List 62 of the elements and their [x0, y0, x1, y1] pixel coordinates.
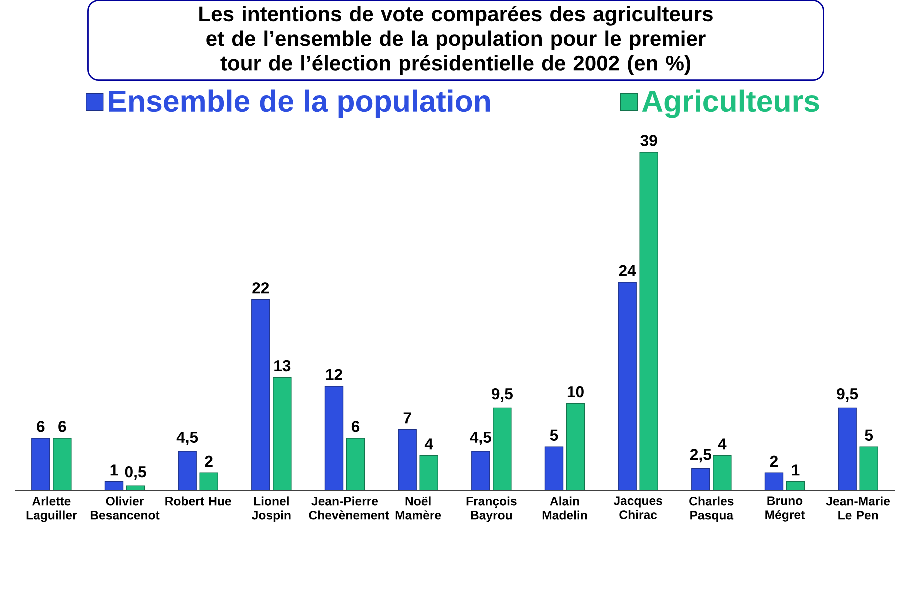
- data-label: 4,5: [176, 432, 198, 446]
- bar: [640, 152, 658, 490]
- data-label: 2,5: [690, 448, 712, 462]
- bar: [472, 450, 490, 490]
- chart-title: Les intentions de vote comparées des agriculteurs et de l’ensemble de la population pour le premier tour de l’élection présidentielle de 2002 (en %): [200, 6, 713, 75]
- data-label: 1: [792, 464, 800, 476]
- bar: [493, 408, 512, 490]
- bar: [692, 468, 710, 490]
- data-label: 1: [110, 464, 118, 476]
- data-label: 9,5: [492, 388, 513, 402]
- x-tick-label: Arlette Laguiller: [26, 496, 78, 522]
- bar: [618, 282, 637, 490]
- data-label: 9,5: [837, 388, 858, 402]
- bar: [420, 455, 438, 490]
- bar: [32, 438, 50, 490]
- data-label: 7: [404, 412, 412, 424]
- bar: [105, 482, 124, 490]
- legend-label: Agriculteurs: [642, 90, 820, 118]
- data-label: 5: [865, 430, 874, 441]
- x-tick-label: Jacques Chirac: [614, 496, 662, 520]
- legend-label: Ensemble de la population: [109, 90, 490, 118]
- data-label: 22: [252, 282, 270, 294]
- x-tick-label: François Bayrou: [466, 496, 517, 522]
- bar: [273, 377, 292, 490]
- x-tick-label: Jean-Pierre Chevènement: [309, 496, 390, 520]
- data-label: 6: [352, 420, 360, 432]
- x-tick-label: Robert Hue: [166, 496, 232, 506]
- data-label: 24: [619, 265, 636, 276]
- x-tick-label: Noël Mamère: [396, 496, 442, 520]
- x-tick-label: Alain Madelin: [542, 496, 588, 520]
- bar: [566, 403, 586, 490]
- x-tick-label: Charles Pasqua: [690, 496, 734, 522]
- bar: [838, 408, 857, 490]
- data-label: 6: [58, 420, 66, 432]
- bar: [53, 438, 72, 490]
- bar: [252, 299, 270, 490]
- data-label: 13: [274, 360, 291, 372]
- data-label: 4,5: [470, 432, 492, 446]
- bar: [178, 450, 197, 490]
- bar: [324, 386, 344, 490]
- x-tick-label: Lionel Jospin: [252, 496, 291, 522]
- bar: [200, 472, 218, 490]
- data-label: 4: [424, 438, 434, 450]
- bar: [713, 455, 732, 490]
- x-tick-label: Jean-Marie Le Pen: [826, 496, 890, 520]
- bar: [786, 482, 805, 490]
- bar: [764, 472, 784, 490]
- data-label: 39: [640, 134, 658, 146]
- data-label: 10: [568, 386, 584, 398]
- bar: [860, 446, 878, 490]
- data-label: 12: [326, 369, 342, 380]
- bar: [346, 438, 366, 490]
- x-tick-label: Bruno Mégret: [766, 496, 806, 522]
- data-label: 6: [37, 420, 45, 432]
- data-label: 4: [718, 438, 727, 450]
- bar: [398, 429, 417, 490]
- bar: [544, 446, 564, 490]
- data-label: 5: [550, 430, 558, 441]
- x-tick-label: Olivier Besancenot: [90, 496, 160, 520]
- data-label: 2: [770, 456, 778, 467]
- data-label: 2: [205, 456, 213, 467]
- data-label: 0,5: [125, 466, 146, 480]
